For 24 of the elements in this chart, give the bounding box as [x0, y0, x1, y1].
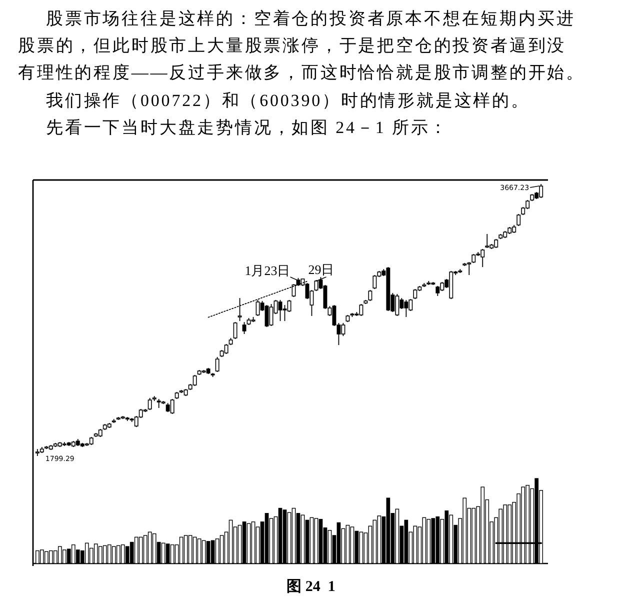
text: 先看一下当时大盘走势情况，如图 24－1 所示：	[45, 117, 450, 140]
text: 股票市场往往是这样的：空着仓的投资者原本不想在短期内买进股票的，但此时股市上大量股票涨停，于是把空仓的投资者逼到没有理性的程度——反过手来做多，而这时恰恰就是股市调整的开始。	[18, 8, 586, 84]
candlestick	[148, 397, 152, 410]
candlestick	[436, 286, 440, 296]
caption: 图 24 1	[286, 578, 336, 596]
candlestick	[170, 398, 174, 414]
candlestick	[372, 274, 377, 290]
candlestick	[215, 356, 220, 372]
candlestick	[278, 299, 282, 322]
candlestick	[485, 234, 490, 248]
candlestick	[224, 344, 228, 354]
candlestick	[264, 304, 269, 328]
text: 我们操作（000722）和（600390）时的情形就是这样的。	[45, 90, 531, 112]
candlestick	[516, 214, 521, 226]
candlestick	[242, 322, 246, 334]
candlestick	[233, 322, 238, 340]
annotation: 1月23日	[244, 262, 290, 278]
candlestick	[269, 304, 274, 326]
annotation: 29日	[308, 262, 334, 277]
candlestick	[192, 374, 197, 386]
candlestick	[287, 299, 292, 312]
candlestick	[282, 304, 287, 322]
candlestick	[413, 288, 418, 300]
candlestick	[368, 290, 372, 302]
